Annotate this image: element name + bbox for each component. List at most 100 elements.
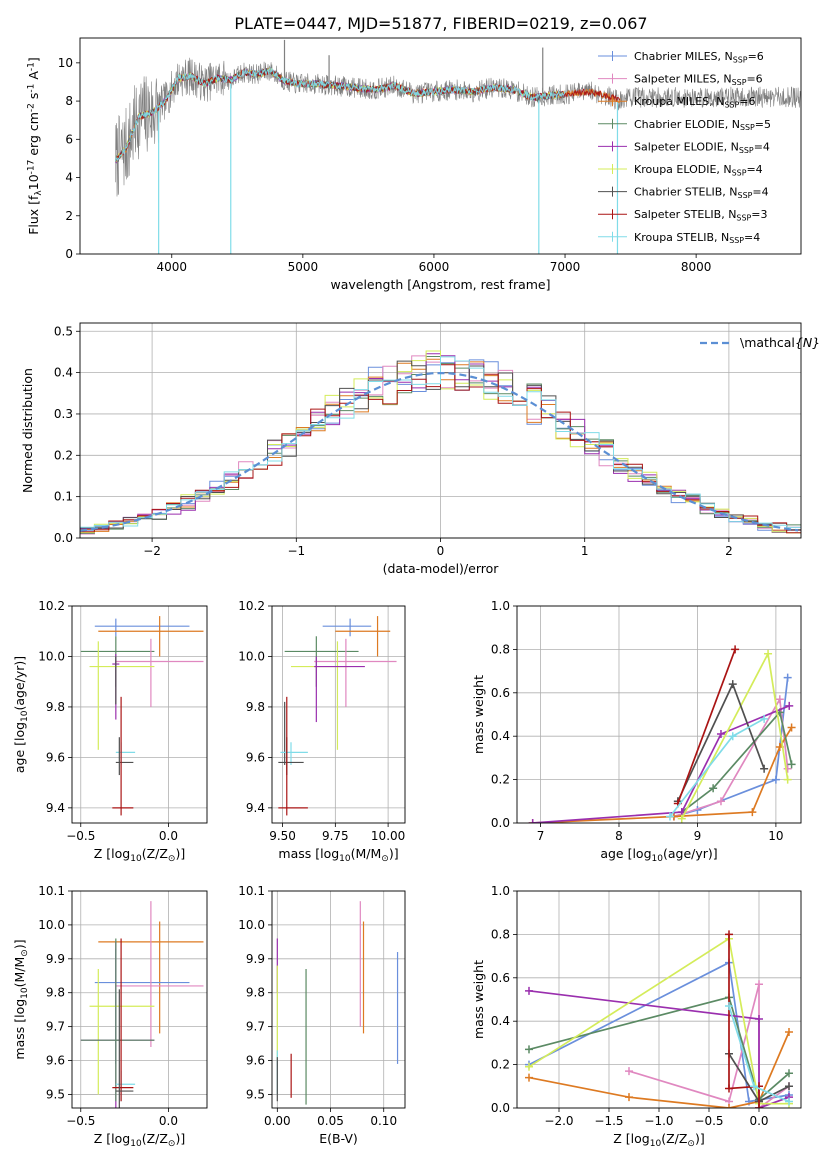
axes-frame xyxy=(516,605,802,824)
figure-title: PLATE=0447, MJD=51877, FIBERID=0219, z=0… xyxy=(234,14,647,33)
x-tick-label: 0.0 xyxy=(159,829,178,843)
x-tick-label: −0.5 xyxy=(66,829,95,843)
plot-area xyxy=(525,930,793,1108)
x-tick-label: 0.0 xyxy=(159,1114,178,1128)
data-point xyxy=(728,732,737,741)
model-line-kroupa-stelib xyxy=(114,66,566,162)
data-point xyxy=(731,645,740,654)
series-line xyxy=(528,996,790,1101)
panel-age_vs_Z: −0.5 0.0 9.4 9.6 9.8 10.0 10.2 Z [log10​(Z/Z⊙​)… xyxy=(12,599,208,864)
series-line xyxy=(528,989,790,1108)
errorbar-chabrier-stelib xyxy=(115,737,134,776)
data-point xyxy=(785,701,794,710)
axes-frame xyxy=(79,37,802,255)
data-point xyxy=(760,714,769,723)
errorbar-salpeter-stelib xyxy=(112,938,134,1102)
y-axis-label: mass [log10​(M/M⊙​)] xyxy=(12,939,30,1059)
y-tick-label: 9.9 xyxy=(246,952,265,966)
x-axis-label: wavelength [Angstrom, rest frame] xyxy=(330,277,550,292)
y-axis-label: Normed distribution xyxy=(20,368,35,493)
errorbar-kroupa-elodie xyxy=(89,968,155,1095)
y-tick-label: 0.8 xyxy=(491,642,510,656)
x-axis-label: age [log10​(age/yr)] xyxy=(600,846,717,864)
x-axis-label: (data-model)/error xyxy=(383,561,500,576)
x-tick-label: 9.75 xyxy=(322,829,349,843)
data-point xyxy=(725,1002,733,1011)
errorbar-salpeter-miles xyxy=(115,638,204,707)
y-tick-label: 0.0 xyxy=(491,1101,510,1115)
y-tick-label: 9.4 xyxy=(246,801,265,815)
x-tick-label: 9.50 xyxy=(269,829,296,843)
data-point xyxy=(716,797,725,806)
x-axis-label: E(B-V) xyxy=(319,1131,358,1146)
y-tick-label: 0.5 xyxy=(54,324,73,338)
y-axis-label: mass weight xyxy=(471,675,486,754)
y-tick-label: 9.9 xyxy=(46,952,65,966)
series-chabrier-stelib xyxy=(673,680,769,806)
data-point xyxy=(783,775,792,784)
data-point xyxy=(728,680,737,689)
y-tick-label: 10.1 xyxy=(238,884,265,898)
legend-entry: Salpeter ELODIE, NSSP​=4 xyxy=(634,140,770,154)
errorbar-salpeter-miles xyxy=(115,901,204,1047)
data-point xyxy=(755,980,763,989)
x-tick-label: 10 xyxy=(768,829,783,843)
errorbar-chabrier-elodie xyxy=(80,938,155,1102)
y-axis-label: Flux [fλ​10-17​ erg cm-2​ s-1​ A-1​] xyxy=(26,57,44,235)
plot-area xyxy=(80,350,801,535)
y-tick-label: 10.0 xyxy=(238,918,265,932)
series-line xyxy=(728,934,760,1108)
data-point xyxy=(625,1093,633,1102)
data-point xyxy=(748,808,757,817)
legend-entry: Kroupa STELIB, NSSP​=4 xyxy=(634,231,760,245)
x-axis-label: Z [log10​(Z/Z⊙​)] xyxy=(94,1131,185,1149)
data-point xyxy=(725,1104,733,1108)
y-tick-label: 0.3 xyxy=(54,407,73,421)
errorbar-salpeter-stelib xyxy=(278,696,308,816)
panel-mass_weight_vs_Z: −2.0 −1.5 −1.0 −0.5 0.0 0.0 0.2 0.4 0.6 0.8 1.0 Z [… xyxy=(471,884,802,1149)
data-point xyxy=(525,986,533,995)
panel-age_vs_mass: 9.50 9.75 10.00 9.4 9.6 9.8 10.0 10.2 mass [log1… xyxy=(238,599,406,864)
histogram-kroupa-stelib xyxy=(80,356,801,528)
data-point xyxy=(525,1045,533,1054)
data-point xyxy=(725,930,733,939)
series-line xyxy=(528,1031,790,1108)
y-tick-label: 1.0 xyxy=(491,884,510,898)
data-point xyxy=(709,784,718,793)
y-tick-label: 9.8 xyxy=(246,700,265,714)
plot-area xyxy=(114,39,801,254)
errorbar-kroupa-miles xyxy=(98,616,204,657)
y-tick-label: 10.2 xyxy=(238,599,265,613)
legend-entry: Salpeter STELIB, NSSP​=3 xyxy=(634,208,767,222)
x-axis-label: mass [log10​(M/M⊙​)] xyxy=(278,846,398,864)
y-tick-label: 0.4 xyxy=(54,366,73,380)
data-point xyxy=(525,1062,533,1071)
errorbar-salpeter-elodie xyxy=(314,656,365,723)
legend-entry: Salpeter MILES, NSSP​=6 xyxy=(634,73,763,87)
x-tick-label: 7000 xyxy=(550,260,581,274)
series-line xyxy=(681,710,793,813)
x-tick-label: −1.5 xyxy=(594,1114,623,1128)
panel-mass_vs_ebv: 0.00 0.05 0.10 9.5 9.6 9.7 9.8 9.9 10.0 10.1 E(B-V… xyxy=(238,884,406,1146)
axes-frame xyxy=(271,890,406,1109)
y-tick-label: 0.2 xyxy=(491,1058,510,1072)
data-point xyxy=(725,1084,733,1093)
errorbar-chabrier-miles xyxy=(322,618,372,637)
axes-frame xyxy=(516,890,802,1109)
y-tick-label: 0 xyxy=(65,247,73,261)
plot-area xyxy=(528,645,796,823)
y-tick-label: 1.0 xyxy=(491,599,510,613)
series-line xyxy=(673,696,789,818)
x-tick-label: 1 xyxy=(581,544,589,558)
y-tick-label: 9.8 xyxy=(246,986,265,1000)
data-point xyxy=(785,1028,793,1037)
x-tick-label: 0.0 xyxy=(749,1114,768,1128)
y-tick-label: 9.5 xyxy=(46,1087,65,1101)
data-point xyxy=(716,730,725,739)
y-tick-label: 0.6 xyxy=(491,971,510,985)
y-tick-label: 9.8 xyxy=(46,986,65,1000)
legend-entry: Chabrier STELIB, NSSP​=4 xyxy=(634,186,769,200)
x-tick-label: −1.0 xyxy=(644,1114,673,1128)
x-tick-label: 0.00 xyxy=(264,1114,291,1128)
